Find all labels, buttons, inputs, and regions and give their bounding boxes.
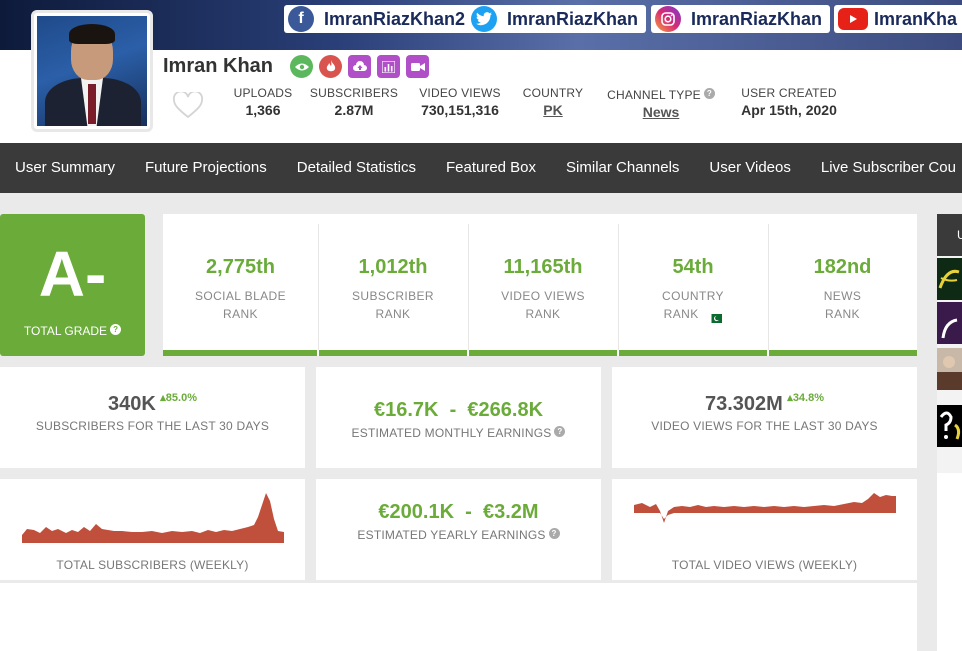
eye-icon[interactable] bbox=[290, 55, 313, 78]
change-percent: ▴34.8% bbox=[787, 392, 825, 404]
nav-future-projections[interactable]: Future Projections bbox=[145, 159, 267, 176]
video-thumbnail[interactable] bbox=[937, 348, 962, 390]
bar-chart-icon[interactable] bbox=[377, 55, 400, 78]
help-icon[interactable]: ? bbox=[554, 426, 566, 437]
video-thumbnail[interactable] bbox=[937, 302, 962, 344]
profile-header bbox=[0, 50, 962, 143]
avatar-photo bbox=[37, 16, 147, 126]
video-views-sparkline-area bbox=[634, 493, 896, 523]
banner-facebook: f ImranRiazKhan2 bbox=[284, 5, 474, 33]
nav-live-subscriber-count[interactable]: Live Subscriber Cou bbox=[820, 159, 956, 176]
stat-video-views: VIDEO VIEWS 730,151,316 bbox=[419, 86, 501, 118]
channel-banner: f ImranRiazKhan2 ImranRiazKhan ImranRiaz… bbox=[0, 0, 962, 50]
sidebar-header: U bbox=[937, 214, 962, 256]
change-percent: ▴85.0% bbox=[160, 392, 197, 404]
subscribers-sparkline bbox=[22, 493, 284, 543]
banner-instagram: ImranRiazKhan bbox=[651, 5, 831, 33]
subscribers-sparkline-area bbox=[22, 493, 284, 543]
nav-user-videos[interactable]: User Videos bbox=[709, 159, 791, 176]
favorite-heart-icon[interactable] bbox=[172, 90, 204, 120]
stat-uploads: UPLOADS 1,366 bbox=[233, 86, 293, 118]
help-icon[interactable]: ? bbox=[703, 88, 715, 99]
channel-badges bbox=[290, 55, 429, 78]
nav-detailed-statistics[interactable]: Detailed Statistics bbox=[296, 159, 416, 176]
rank-country: 54th COUNTRY RANK bbox=[618, 224, 768, 350]
stat-channel-type: CHANNEL TYPE? News bbox=[598, 88, 724, 120]
twitter-icon bbox=[471, 6, 497, 32]
help-icon[interactable]: ? bbox=[548, 528, 560, 539]
stat-country: COUNTRY PK bbox=[518, 86, 588, 118]
channel-name: Imran Khan bbox=[163, 55, 274, 77]
video-camera-icon[interactable] bbox=[406, 55, 429, 78]
stat-subscribers: SUBSCRIBERS 2.87M bbox=[309, 86, 399, 118]
instagram-icon bbox=[655, 6, 681, 32]
avatar bbox=[31, 10, 153, 132]
video-thumbnail[interactable] bbox=[937, 258, 962, 300]
cloud-upload-icon[interactable] bbox=[348, 55, 371, 78]
pakistan-flag-icon bbox=[708, 310, 723, 324]
sidebar-ad-area bbox=[937, 473, 962, 651]
grade-value: A- bbox=[38, 238, 107, 310]
total-grade-card: A- TOTAL GRADE? bbox=[0, 214, 145, 356]
channel-type-link[interactable]: News bbox=[642, 104, 680, 120]
banner-twitter: ImranRiazKhan bbox=[467, 5, 647, 33]
views-30-days-card: 73.302M ▴34.8% VIDEO VIEWS FOR THE LAST … bbox=[612, 367, 917, 468]
content-area bbox=[0, 583, 917, 651]
ranks-panel: 2,775th SOCIAL BLADE RANK 1,012th SUBSCRI… bbox=[163, 214, 917, 356]
facebook-icon: f bbox=[288, 6, 314, 32]
fire-icon[interactable] bbox=[319, 55, 342, 78]
subscribers-30-days-card: 340K ▴85.0% SUBSCRIBERS FOR THE LAST 30 … bbox=[0, 367, 305, 468]
video-thumbnail[interactable] bbox=[937, 405, 962, 447]
nav-user-summary[interactable]: User Summary bbox=[15, 159, 116, 176]
total-video-views-weekly-card: TOTAL VIDEO VIEWS (WEEKLY) bbox=[612, 479, 917, 580]
country-link[interactable]: PK bbox=[543, 102, 563, 118]
total-subscribers-weekly-card: TOTAL SUBSCRIBERS (WEEKLY) bbox=[0, 479, 305, 580]
yearly-earnings-card: €200.1K - €3.2M ESTIMATED YEARLY EARNING… bbox=[316, 479, 601, 580]
monthly-earnings-card: €16.7K - €266.8K ESTIMATED MONTHLY EARNI… bbox=[316, 367, 601, 468]
rank-video-views: 11,165th VIDEO VIEWS RANK bbox=[501, 256, 585, 321]
rank-social-blade: 2,775th SOCIAL BLADE RANK bbox=[194, 256, 287, 321]
banner-youtube: ImranKha bbox=[834, 5, 962, 33]
nav-featured-box[interactable]: Featured Box bbox=[445, 159, 537, 176]
help-icon[interactable]: ? bbox=[110, 324, 122, 335]
video-views-sparkline bbox=[634, 493, 896, 523]
youtube-icon bbox=[838, 8, 868, 30]
rank-news: 182nd NEWS RANK bbox=[813, 256, 872, 321]
rank-subscriber: 1,012th SUBSCRIBER RANK bbox=[351, 256, 435, 321]
main-nav: User Summary Future Projections Detailed… bbox=[0, 143, 962, 193]
nav-similar-channels[interactable]: Similar Channels bbox=[566, 159, 680, 176]
stat-user-created: USER CREATED Apr 15th, 2020 bbox=[741, 86, 837, 118]
